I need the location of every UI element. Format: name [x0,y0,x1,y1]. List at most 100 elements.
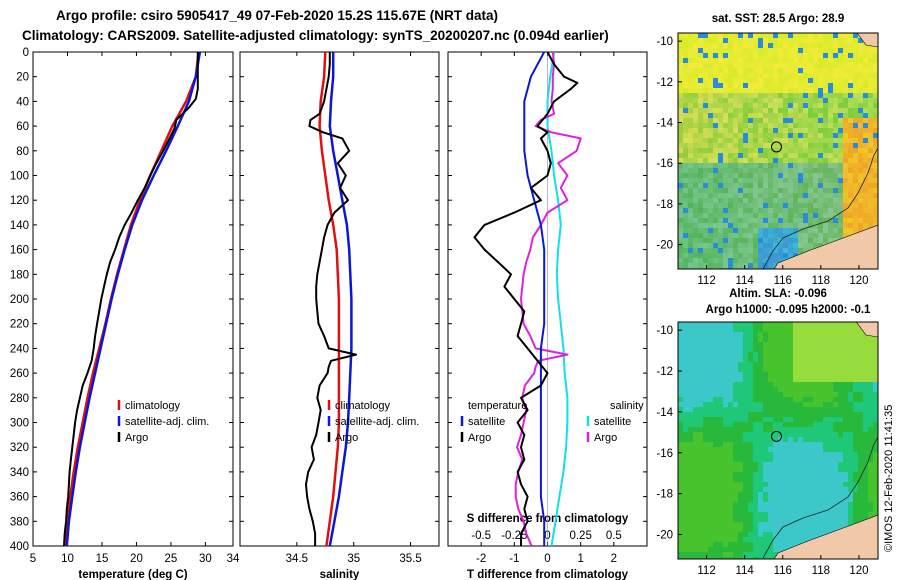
map-cell [783,148,789,154]
map-cell [678,397,684,403]
map-cell [813,382,819,388]
map-cell [678,138,684,144]
map-cell [698,557,704,559]
map-cell [828,88,834,94]
map-cell [713,143,719,149]
map-cell [693,233,699,239]
map-cell [718,233,724,239]
map-cell [863,387,869,393]
map-cell [763,93,769,99]
map-cell [683,327,689,333]
map-cell [758,477,764,483]
map-cell [693,372,699,378]
map-cell [708,143,714,149]
map-cell [718,168,724,174]
map-cell [723,78,729,84]
map-cell [778,537,784,543]
map-cell [718,442,724,448]
map-cell [773,402,779,408]
map-cell [758,148,764,154]
map-cell [833,497,839,503]
map-cell [703,397,709,403]
x-tick-label: 25 [165,553,178,565]
map-cell [693,133,699,139]
map-cell [813,178,819,184]
map-cell [828,83,834,89]
map-cell [848,482,854,488]
map-cell [703,327,709,333]
map-cell [843,352,849,358]
map-cell [753,98,759,104]
map-cell [873,422,878,428]
map-cell [718,382,724,388]
map-cell [778,512,784,518]
map-cell [698,198,704,204]
map-cell [808,68,814,74]
map-cell [768,208,774,214]
map-cell [753,452,759,458]
map-cell [793,472,799,478]
map-cell [773,248,779,254]
map-cell [728,113,734,119]
map-cell [753,417,759,423]
map-cell [803,48,809,54]
map-cell [758,73,764,79]
map-cell [743,168,749,174]
map-cell [818,203,824,209]
map-cell [693,143,699,149]
map-cell [863,188,869,194]
map-cell [778,153,784,159]
map-cell [708,148,714,154]
map-cell [853,168,859,174]
map-cell [833,178,839,184]
map-cell [823,63,829,69]
map-cell [788,33,794,39]
map-cell [723,522,729,528]
map-cell [728,457,734,463]
map-cell [758,557,764,559]
map-cell [753,327,759,333]
map-cell [793,163,799,169]
map-cell [833,367,839,373]
map-cell [773,243,779,249]
map-cell [693,173,699,179]
map-cell [778,387,784,393]
map-cell [788,188,794,194]
map-cell [798,457,804,463]
map-cell [758,108,764,114]
map-cell [693,108,699,114]
map-cell [868,402,874,408]
map-cell [788,238,794,244]
map-cell [748,58,754,64]
map-cell [828,392,834,398]
map-cell [778,377,784,383]
map-cell [818,63,824,69]
map-cell [688,178,694,184]
map-cell [813,48,819,54]
y-tick-label: 100 [10,171,29,183]
map-cell [808,163,814,169]
map-cell [723,68,729,74]
map-cell [753,397,759,403]
map-cell [818,48,824,54]
map-cell [723,73,729,79]
map-cell [848,53,854,59]
map-cell [698,253,704,259]
map-cell [703,178,709,184]
map-cell [848,213,854,219]
map-cell [838,78,844,84]
map-cell [733,372,739,378]
map-cell [698,377,704,383]
map-cell [793,482,799,488]
map-cell [778,48,784,54]
map-cell [733,517,739,523]
map-cell [788,467,794,473]
map-cell [783,432,789,438]
map-cell [788,492,794,498]
map-cell [778,138,784,144]
map-cell [803,532,809,538]
map-cell [713,552,719,558]
map-cell [773,532,779,538]
map-cell [798,203,804,209]
map-cell [678,188,684,194]
